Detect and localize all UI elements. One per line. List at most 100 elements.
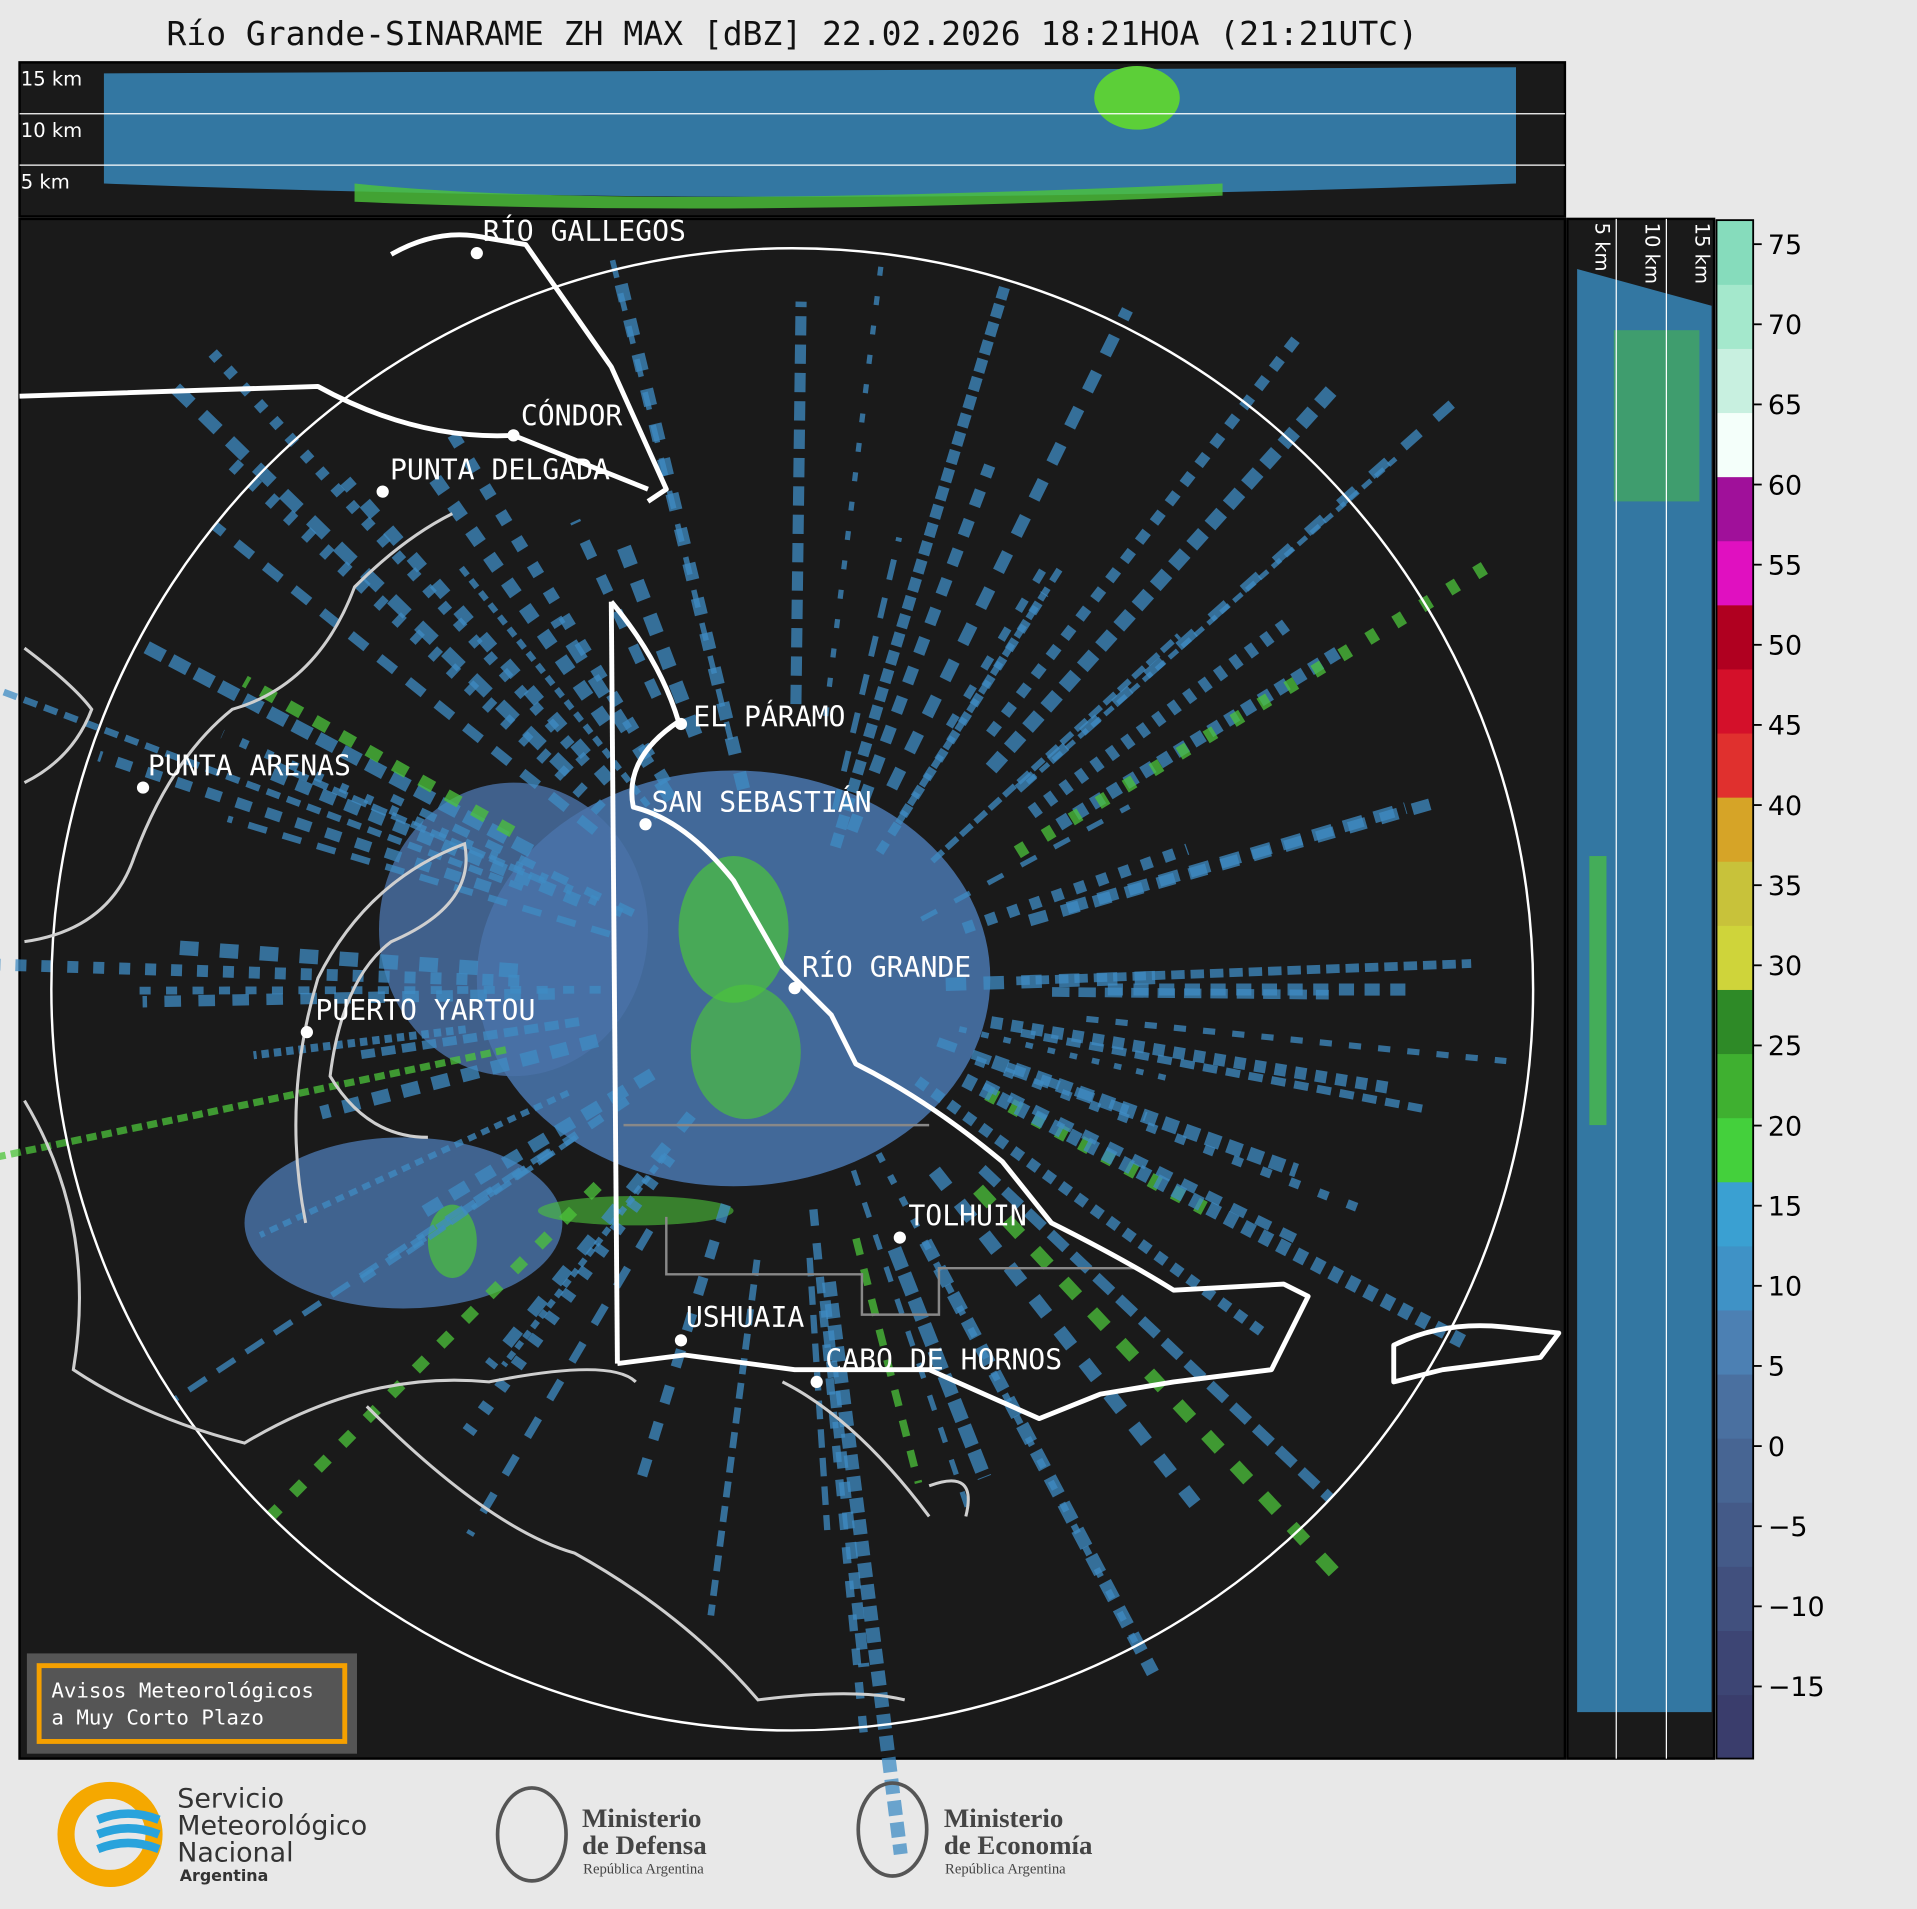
- coast: [365, 1405, 906, 1702]
- echo-spoke: [1055, 643, 1347, 831]
- echo-spoke: [241, 675, 516, 838]
- shield: [495, 1786, 568, 1883]
- echo-spoke: [263, 765, 582, 907]
- echo-spoke: [142, 640, 535, 857]
- colorbar-segment: [1716, 1117, 1754, 1183]
- top-echo: [103, 67, 1516, 197]
- echo-spoke: [850, 1169, 973, 1516]
- colorbar-tick-label: 0: [1768, 1432, 1785, 1463]
- smn-text: Meteorológico: [177, 1810, 367, 1841]
- colorbar-segment: [1716, 1630, 1754, 1696]
- city-marker: [470, 247, 483, 260]
- echo-spoke: [455, 561, 660, 820]
- city-marker: [507, 429, 520, 442]
- echo-spoke: [930, 633, 1181, 864]
- echo-spoke: [806, 1257, 831, 1531]
- colorbar-segment: [1716, 1502, 1754, 1567]
- echo-spoke: [990, 1016, 1389, 1094]
- echo-spoke: [485, 1111, 696, 1370]
- height-label: 15 km: [1691, 223, 1714, 284]
- echo-spoke: [1014, 399, 1457, 793]
- echo-spoke: [253, 1025, 467, 1060]
- ministry-text: de Economía: [944, 1830, 1093, 1860]
- height-label: 5 km: [21, 170, 70, 193]
- echo-spoke: [1025, 456, 1398, 785]
- side-echo: [1577, 269, 1712, 1713]
- echo-spoke: [611, 270, 750, 791]
- echo-spoke: [986, 330, 1305, 738]
- echo-spoke: [223, 454, 606, 815]
- echo-spoke: [550, 615, 677, 803]
- warning-box-border: [36, 1663, 348, 1744]
- cities: RÍO GALLEGOS CÓNDOR PUNTA DELGADA EL PÁRAMO…: [136, 214, 1062, 1389]
- colorbar-tick-label: 45: [1768, 711, 1802, 742]
- colorbar-tick-label: 10: [1768, 1272, 1802, 1303]
- colorbar-tick-label: 55: [1768, 550, 1802, 581]
- colorbar-tick-label: 65: [1768, 390, 1802, 421]
- echo-spoke: [462, 1152, 676, 1437]
- echo-spoke: [258, 1089, 570, 1238]
- boundary: [623, 1123, 1137, 1316]
- echo-spoke: [319, 1033, 599, 1120]
- side-panel: 5 km 10 km 15 km: [1566, 217, 1716, 1760]
- colorbar-segment: [1716, 604, 1754, 670]
- colorbar-segment: [1716, 476, 1754, 542]
- echo-spoke: [411, 1068, 656, 1224]
- colorbar-tick-label: 70: [1768, 310, 1802, 341]
- side-echo-green: [1613, 330, 1700, 502]
- top-panel: 15 km 10 km 5 km: [18, 61, 1567, 218]
- echo: [378, 782, 648, 1077]
- echo-spoke: [823, 247, 886, 717]
- colorbar-tick-label: 50: [1768, 631, 1802, 662]
- echo-spoke: [982, 1080, 1308, 1248]
- coast: [781, 1380, 970, 1518]
- city-marker: [788, 982, 801, 995]
- colorbar-segment: [1716, 1181, 1754, 1247]
- echo-spoke: [822, 1281, 908, 1856]
- colorbar-tick-label: 35: [1768, 871, 1802, 902]
- colorbar-segment: [1716, 861, 1754, 926]
- colorbar-segment: [1716, 797, 1754, 862]
- echo-spoke: [920, 804, 1131, 922]
- echo-spoke: [631, 1203, 731, 1496]
- echo-spoke: [1051, 987, 1329, 1000]
- echo-spoke: [178, 940, 519, 978]
- echo-spoke: [790, 301, 807, 705]
- colorbar-segment: [1716, 1373, 1754, 1439]
- radar-range-circle: [50, 247, 1535, 1732]
- colorbar-tick-label: 75: [1768, 230, 1802, 261]
- echo-spoke: [973, 1184, 1354, 1593]
- colorbar-tick-label: 20: [1768, 1111, 1802, 1142]
- echo-spoke: [1086, 1015, 1507, 1065]
- echo-spoke: [928, 1166, 1201, 1508]
- warning-box-bg: [26, 1653, 357, 1754]
- ministry-text: República Argentina: [945, 1862, 1066, 1878]
- echo-spoke: [961, 1073, 1467, 1348]
- echo-spoke: [97, 750, 492, 893]
- colorbar-tick-label: −10: [1768, 1592, 1825, 1623]
- colorbar-segment: [1716, 540, 1754, 606]
- colorbar-tick-label: 15: [1768, 1191, 1802, 1222]
- city-label: PUNTA ARENAS: [148, 749, 351, 782]
- echo-green: [678, 856, 789, 1003]
- echo-spoke: [707, 1259, 761, 1616]
- city-marker: [300, 1026, 313, 1039]
- echo-spoke: [0, 1046, 507, 1161]
- echo-spoke: [466, 1228, 654, 1537]
- colorbar-segment: [1716, 1438, 1754, 1503]
- echo-spoke: [266, 1181, 602, 1521]
- echo-spoke: [819, 1300, 870, 1668]
- city-label: RÍO GALLEGOS: [483, 214, 686, 248]
- borders: [19, 232, 1562, 1422]
- city-label: RÍO GRANDE: [802, 950, 971, 984]
- city-label: TOLHUIN: [908, 1199, 1026, 1232]
- echo-spoke: [360, 1017, 580, 1060]
- colorbar-tick-label: 25: [1768, 1031, 1802, 1062]
- border: [1391, 1323, 1562, 1385]
- city-marker: [136, 781, 150, 794]
- city-marker: [810, 1375, 823, 1389]
- height-label: 15 km: [21, 68, 82, 91]
- smn-logo-waves: [96, 1809, 161, 1854]
- colorbar-segment: [1716, 284, 1754, 349]
